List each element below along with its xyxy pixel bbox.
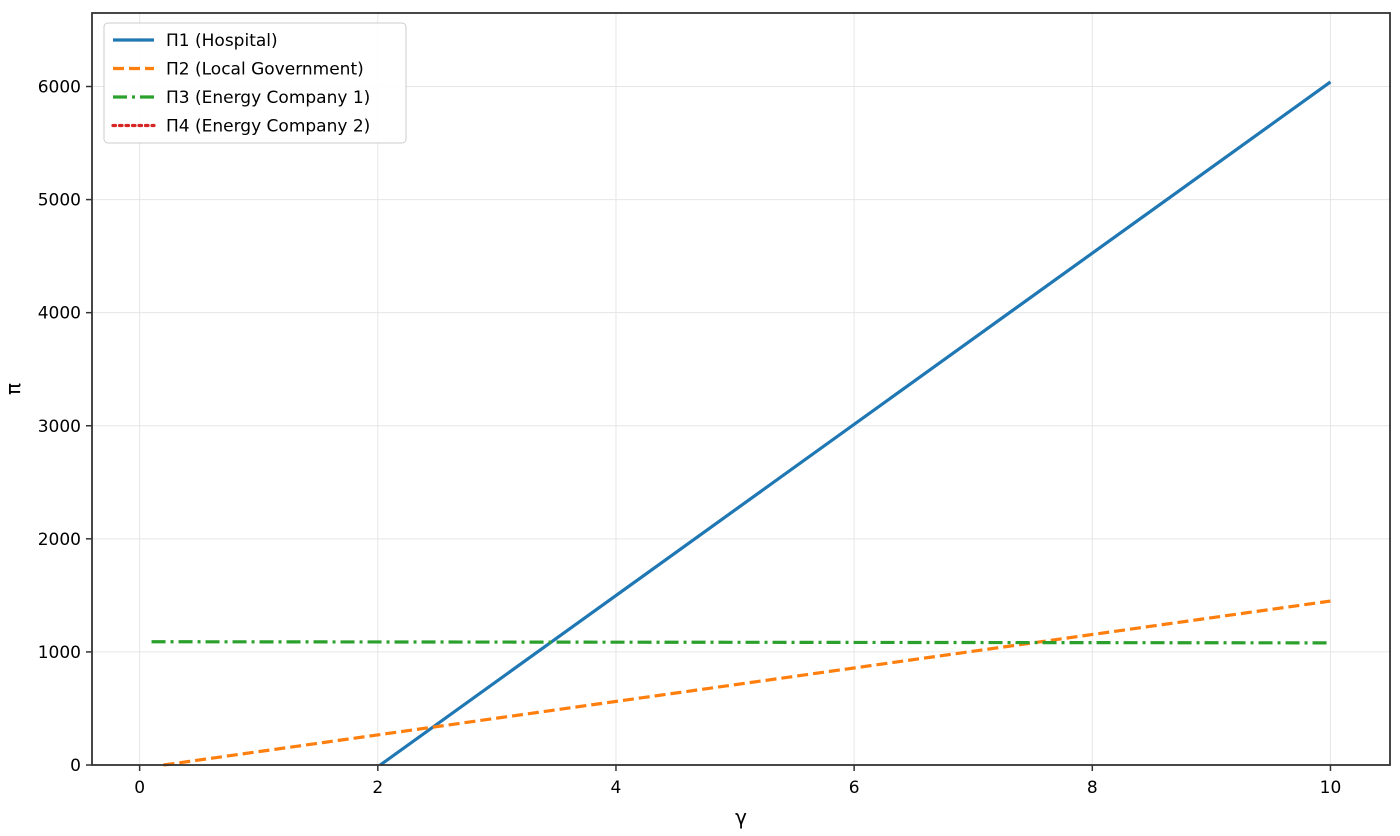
- legend: Π1 (Hospital) Π2 (Local Government) Π3 (En…: [103, 22, 407, 144]
- legend-label-3: Π3 (Energy Company 1): [166, 88, 370, 108]
- y-axis-ticks: 0 1000 2000 3000 4000 5000 6000: [38, 78, 92, 776]
- x-axis-ticks: 0 2 4 6 8 10: [134, 765, 1341, 798]
- x-tick-label: 4: [611, 778, 622, 798]
- y-tick-label: 2000: [38, 530, 81, 550]
- y-tick-label: 6000: [38, 78, 81, 98]
- x-tick-label: 10: [1320, 778, 1342, 798]
- y-axis-label: π: [1, 383, 25, 395]
- series-line-2: [163, 599, 1331, 767]
- y-tick-label: 0: [70, 756, 81, 776]
- plot-frame: [91, 12, 1391, 766]
- x-tick-label: 0: [134, 778, 145, 798]
- y-tick-label: 1000: [38, 643, 81, 663]
- x-tick-label: 8: [1087, 778, 1098, 798]
- y-tick-label: 4000: [38, 304, 81, 324]
- y-tick-label: 3000: [38, 417, 81, 437]
- legend-label-4: Π4 (Energy Company 2): [166, 117, 370, 137]
- series-lines: [151, 80, 1332, 767]
- legend-label-1: Π1 (Hospital): [166, 31, 278, 51]
- x-tick-label: 6: [849, 778, 860, 798]
- x-tick-label: 2: [372, 778, 383, 798]
- x-axis-label: γ: [735, 805, 747, 829]
- y-tick-label: 5000: [38, 191, 81, 211]
- series-line-1: [379, 80, 1332, 767]
- legend-label-2: Π2 (Local Government): [166, 60, 364, 80]
- series-line-3: [151, 640, 1331, 645]
- grid: [92, 13, 1390, 766]
- legend-box: [103, 22, 407, 144]
